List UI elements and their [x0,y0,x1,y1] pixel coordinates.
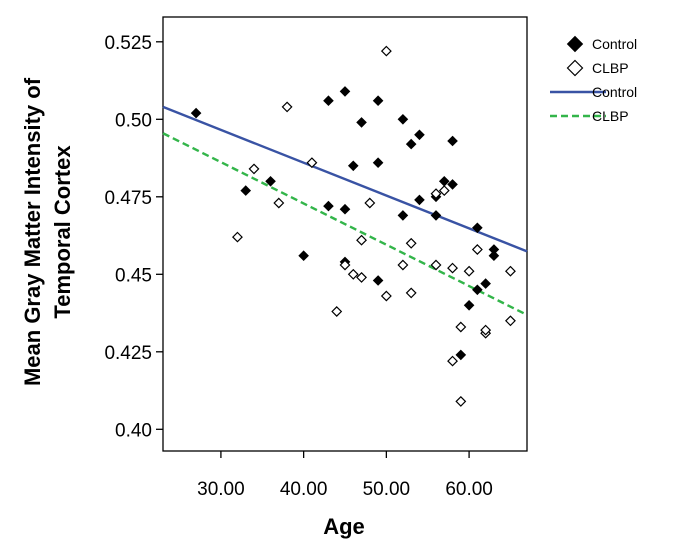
control-point [455,349,467,361]
fit-line-clbp [162,132,528,316]
control-point [472,284,483,296]
clbp-point [471,244,483,255]
clbp-point [438,185,450,197]
clbp-point [447,262,458,274]
control-point [414,129,425,141]
x-tick-label: 50.00 [363,479,411,500]
control-point [397,113,409,125]
clbp-point [405,237,417,249]
clbp-point [380,290,392,302]
y-tick-label: 0.475 [104,188,152,209]
control-point [190,107,202,119]
clbp-point [463,265,475,277]
y-tick-label: 0.425 [104,343,152,364]
clbp-point [455,395,467,407]
control-point [298,250,309,262]
legend-label: CLBP [592,108,629,124]
fit-line-control [162,105,528,253]
clbp-point [356,234,367,246]
clbp-point [232,231,243,243]
x-axis-title: Age [323,514,365,539]
clbp-point [306,157,318,169]
control-point [430,210,442,221]
control-point [323,200,334,212]
clbp-point [430,188,442,200]
control-point [372,157,384,169]
clbp-point [347,268,359,280]
control-point [463,299,475,311]
control-point [405,138,417,150]
y-axis: 0.40 0.425 0.45 0.475 0.50 0.525 [104,33,163,441]
plot-area-border [162,16,528,452]
x-tick-label: 60.00 [445,479,493,500]
x-axis: 30.00 40.00 50.00 60.00 [197,451,493,500]
legend-control-marker [566,35,584,53]
plot-frame [162,16,528,452]
clbp-point [356,271,367,283]
clbp-point [331,306,343,317]
clbp-point [397,259,409,271]
control-point [372,95,384,107]
control-point [339,86,351,97]
y-tick-label: 0.40 [115,420,152,441]
y-tick-label: 0.50 [115,110,152,131]
clbp-point [380,45,392,57]
control-point [240,185,252,196]
control-point [472,222,483,234]
control-point [414,194,425,206]
clbp-point [447,355,458,367]
legend-clbp-marker [566,59,584,77]
fit-lines [162,105,528,316]
y-axis-title-line-1: Mean Gray Matter Intensity of [20,77,45,386]
clbp-point [430,259,442,271]
control-point [480,278,491,289]
x-tick-label: 30.00 [197,479,245,500]
data-points [190,45,516,407]
legend-label: CLBP [592,60,629,76]
legend-label: Control [592,84,637,100]
clbp-point [273,197,285,209]
clbp-point [339,259,351,271]
clbp-point [364,197,376,209]
clbp-point [455,321,467,333]
control-point [323,95,334,107]
control-point [265,175,276,187]
clbp-point [505,315,516,327]
control-point [356,117,367,128]
control-point [372,275,384,286]
legend: Control CLBP Control CLBP [550,35,637,124]
clbp-point [480,324,492,336]
control-point [347,160,359,172]
clbp-point [505,265,516,277]
clbp-point [405,287,417,299]
control-point [447,135,458,147]
y-tick-label: 0.525 [104,33,152,54]
control-point [397,210,409,221]
clbp-point [281,101,293,113]
control-point [488,250,500,262]
legend-label: Control [592,36,637,52]
y-tick-label: 0.45 [115,265,152,286]
clbp-point [248,163,260,175]
y-axis-title-line-2: Temporal Cortex [50,145,75,319]
control-point [447,179,458,190]
control-point [339,203,351,215]
x-tick-label: 40.00 [280,479,328,500]
